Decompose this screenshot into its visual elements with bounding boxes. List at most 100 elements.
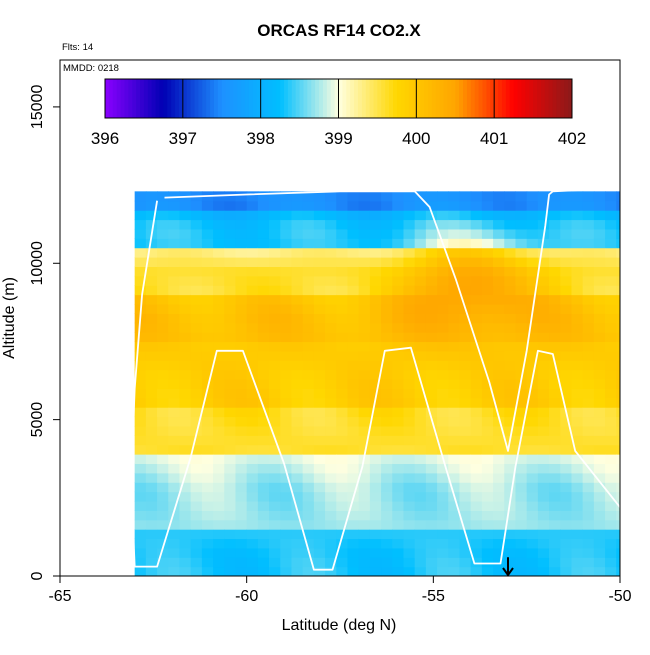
colorbar-segment bbox=[420, 79, 425, 118]
heatmap-cell bbox=[605, 257, 617, 267]
heatmap-cell bbox=[201, 266, 214, 277]
heatmap-cell bbox=[201, 332, 214, 343]
heatmap-cell bbox=[605, 200, 617, 211]
heatmap-cell bbox=[560, 294, 573, 305]
heatmap-cell bbox=[381, 425, 393, 436]
heatmap-cell bbox=[448, 500, 461, 511]
heatmap-cell bbox=[481, 416, 494, 427]
heatmap-cell bbox=[549, 397, 561, 408]
heatmap-cell bbox=[549, 566, 561, 576]
heatmap-cell bbox=[257, 566, 270, 576]
heatmap-cell bbox=[448, 275, 461, 286]
colorbar-tick-label: 400 bbox=[402, 129, 430, 148]
heatmap-cell bbox=[526, 191, 539, 202]
heatmap-cell bbox=[347, 416, 360, 427]
heatmap-cell bbox=[269, 472, 281, 483]
heatmap-cell bbox=[593, 350, 606, 361]
heatmap-cell bbox=[190, 247, 203, 258]
heatmap-cell bbox=[381, 482, 393, 493]
heatmap-cell bbox=[414, 294, 427, 305]
heatmap-cell bbox=[459, 425, 472, 436]
heatmap-cell bbox=[605, 322, 617, 333]
heatmap-cell bbox=[235, 482, 248, 493]
heatmap-cell bbox=[549, 510, 561, 521]
heatmap-cell bbox=[313, 510, 326, 521]
heatmap-cell bbox=[437, 360, 449, 371]
heatmap-cell bbox=[571, 444, 584, 455]
heatmap-cell bbox=[582, 285, 595, 296]
heatmap-cell bbox=[190, 454, 203, 465]
heatmap-cell bbox=[459, 407, 472, 418]
colorbar-segment bbox=[319, 79, 324, 118]
colorbar-segment bbox=[501, 79, 507, 118]
heatmap-cell bbox=[157, 266, 169, 277]
heatmap-cell bbox=[168, 247, 181, 258]
heatmap-cell bbox=[246, 529, 259, 540]
heatmap-cell bbox=[280, 341, 293, 352]
heatmap-cell bbox=[134, 416, 147, 427]
heatmap-cell bbox=[560, 191, 573, 202]
heatmap-cell bbox=[168, 566, 181, 576]
heatmap-cell bbox=[257, 378, 270, 389]
x-tick-label: -60 bbox=[235, 588, 258, 605]
heatmap-cell bbox=[605, 332, 617, 343]
heatmap-cell bbox=[257, 482, 270, 493]
heatmap-cell bbox=[414, 341, 427, 352]
heatmap-cell bbox=[280, 435, 293, 446]
heatmap-cell bbox=[582, 529, 595, 540]
heatmap-cell bbox=[392, 500, 405, 511]
heatmap-cell bbox=[448, 435, 461, 446]
heatmap-cell bbox=[481, 482, 494, 493]
heatmap-cell bbox=[201, 510, 214, 521]
heatmap-cell bbox=[168, 463, 181, 474]
heatmap-cell bbox=[336, 397, 349, 408]
heatmap-cell bbox=[414, 210, 427, 221]
heatmap-cell bbox=[425, 529, 438, 540]
heatmap-cell bbox=[425, 322, 438, 333]
heatmap-cell bbox=[134, 200, 147, 211]
heatmap-cell bbox=[336, 200, 349, 211]
heatmap-cell bbox=[190, 510, 203, 521]
heatmap-cell bbox=[537, 332, 550, 343]
heatmap-cell bbox=[347, 200, 360, 211]
heatmap-cell bbox=[437, 397, 449, 408]
heatmap-cell bbox=[190, 360, 203, 371]
heatmap-cell bbox=[493, 566, 505, 576]
heatmap-cell bbox=[224, 557, 237, 568]
heatmap-cell bbox=[213, 322, 225, 333]
heatmap-cell bbox=[179, 557, 192, 568]
heatmap-cell bbox=[369, 228, 382, 239]
heatmap-cell bbox=[134, 191, 147, 202]
heatmap-cell bbox=[325, 407, 337, 418]
heatmap-cell bbox=[280, 322, 293, 333]
heatmap-cell bbox=[179, 200, 192, 211]
heatmap-cell bbox=[470, 341, 483, 352]
heatmap-cell bbox=[269, 341, 281, 352]
heatmap-cell bbox=[325, 200, 337, 211]
heatmap-cell bbox=[616, 529, 620, 540]
heatmap-cell bbox=[571, 360, 584, 371]
heatmap-cell bbox=[481, 191, 494, 202]
heatmap-cell bbox=[549, 322, 561, 333]
heatmap-cell bbox=[313, 482, 326, 493]
heatmap-cell bbox=[526, 435, 539, 446]
heatmap-cell bbox=[537, 285, 550, 296]
heatmap-cell bbox=[493, 463, 505, 474]
heatmap-cell bbox=[459, 341, 472, 352]
heatmap-cell bbox=[235, 388, 248, 399]
heatmap-cell bbox=[437, 275, 449, 286]
heatmap-cell bbox=[358, 500, 371, 511]
heatmap-cell bbox=[291, 322, 304, 333]
heatmap-cell bbox=[168, 435, 181, 446]
heatmap-cell bbox=[560, 360, 573, 371]
heatmap-cell bbox=[381, 529, 393, 540]
heatmap-cell bbox=[213, 454, 225, 465]
heatmap-cell bbox=[549, 266, 561, 277]
chart-title: ORCAS RF14 CO2.X bbox=[257, 21, 421, 40]
heatmap-cell bbox=[201, 482, 214, 493]
colorbar-segment bbox=[412, 79, 417, 118]
heatmap-cell bbox=[369, 425, 382, 436]
colorbar-segment bbox=[498, 79, 503, 118]
heatmap-cell bbox=[616, 425, 620, 436]
heatmap-cell bbox=[582, 388, 595, 399]
